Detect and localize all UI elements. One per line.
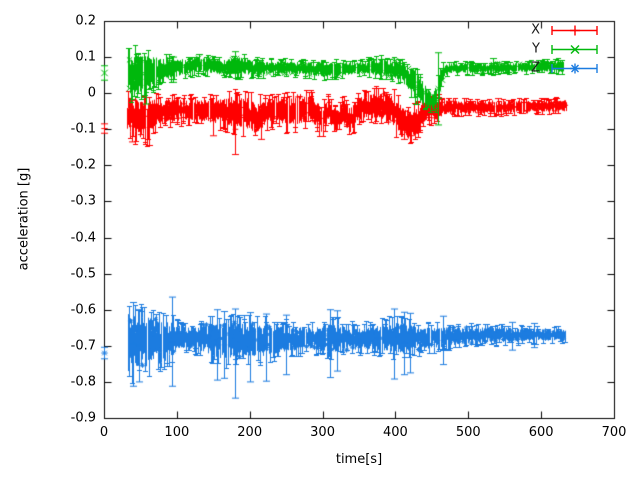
x-tick-label: 0: [99, 425, 109, 440]
x-tick-label: 500: [455, 425, 481, 440]
y-tick-label: 0: [87, 85, 96, 101]
x-tick-label: 100: [164, 425, 190, 440]
x-tick-label: 200: [237, 425, 263, 440]
y-tick-label: -0.9: [70, 410, 96, 426]
y-tick-label: -0.3: [70, 193, 96, 209]
y-tick-label: -0.7: [70, 338, 96, 354]
y-tick-label: -0.1: [70, 121, 96, 137]
legend-label-x: X: [531, 22, 540, 38]
legend-sample-z-errorbar-icon: [551, 63, 598, 73]
x-tick-label: 400: [383, 425, 408, 440]
legend-sample-x-errorbar-icon: [551, 25, 598, 35]
legend-label-z: Z: [531, 60, 540, 76]
x-tick-label: 600: [528, 425, 554, 440]
legend-sample-y-errorbar-icon: [551, 44, 598, 54]
y-tick-label: 0.2: [75, 13, 96, 29]
x-tick-label: 300: [310, 425, 335, 440]
x-axis-title: time[s]: [335, 452, 383, 467]
x-tick-label: 700: [601, 425, 627, 440]
y-tick-label: 0.1: [75, 49, 96, 65]
y-tick-label: -0.4: [70, 230, 96, 246]
y-tick-label: -0.6: [70, 302, 96, 318]
legend-label-y: Y: [532, 41, 540, 57]
y-tick-label: -0.5: [70, 266, 96, 282]
y-tick-label: -0.2: [70, 157, 96, 173]
y-axis-title: acceleration [g]: [16, 167, 32, 271]
y-tick-label: -0.8: [70, 374, 96, 390]
